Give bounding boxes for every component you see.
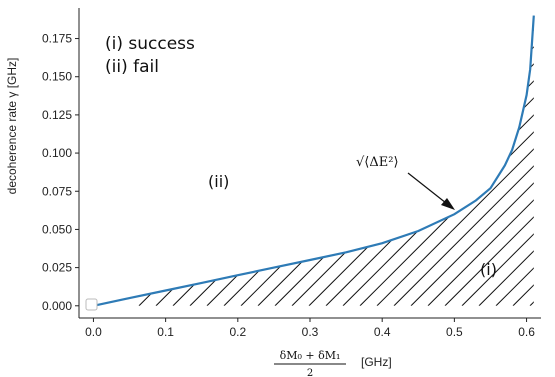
x-tick-label: 0.0 — [85, 325, 102, 339]
x-label-unit: [GHz] — [361, 355, 392, 369]
x-label-numerator: δM₀ + δM₁ — [280, 349, 341, 362]
hatch-line — [461, 15, 534, 306]
x-tick-label: 0.5 — [446, 325, 463, 339]
hatch-line — [274, 15, 534, 306]
x-tick-label: 0.1 — [157, 325, 174, 339]
annotation-sqrt-delta-e: √⟨ΔE²⟩ — [356, 155, 399, 170]
region-label-success: (i) — [480, 260, 497, 279]
hatch-line — [291, 15, 534, 306]
y-axis-label: decoherence rate γ [GHz] — [5, 58, 19, 195]
legend-item-fail: (ii) fail — [105, 57, 159, 77]
hatch-line — [308, 15, 534, 306]
x-tick-label: 0.6 — [518, 325, 535, 339]
y-tick-label: 0.050 — [42, 222, 72, 236]
hatch-line — [410, 15, 534, 306]
hatch-line — [444, 15, 534, 306]
y-tick-label: 0.125 — [42, 108, 72, 122]
y-tick-label: 0.150 — [42, 70, 72, 84]
hatch-line — [172, 15, 474, 306]
series-line-boundary — [93, 15, 535, 307]
x-tick-label: 0.4 — [374, 325, 391, 339]
x-label-denominator: 2 — [307, 368, 313, 377]
y-tick-group: 0.000 0.025 0.050 0.075 0.100 0.125 0.150 0.175 — [42, 32, 79, 313]
y-tick-label: 0.025 — [42, 261, 72, 275]
hatch-line — [393, 15, 534, 306]
region-label-fail: (ii) — [208, 172, 229, 191]
hatch-line — [376, 15, 534, 306]
hatch-line — [512, 15, 534, 306]
hatch-line — [547, 6, 555, 306]
hatch-line — [529, 15, 534, 306]
y-tick-label: 0.100 — [42, 146, 72, 160]
y-tick-label: 0.000 — [42, 299, 72, 313]
x-tick-label: 0.2 — [229, 325, 246, 339]
y-tick-label: 0.075 — [42, 184, 72, 198]
hatch-line — [427, 15, 534, 306]
x-tick-label: 0.3 — [302, 325, 319, 339]
y-tick-label: 0.175 — [42, 32, 72, 46]
legend-item-success: (i) success — [105, 34, 195, 54]
origin-marker — [85, 298, 98, 311]
hatch-line — [495, 15, 534, 306]
hatch-line — [189, 15, 491, 306]
annotation-arrow — [407, 172, 447, 204]
hatch-line — [478, 15, 534, 306]
x-tick-group: 0.0 0.1 0.2 0.3 0.4 0.5 0.6 — [85, 318, 535, 339]
annotation-arrowhead — [441, 198, 455, 210]
